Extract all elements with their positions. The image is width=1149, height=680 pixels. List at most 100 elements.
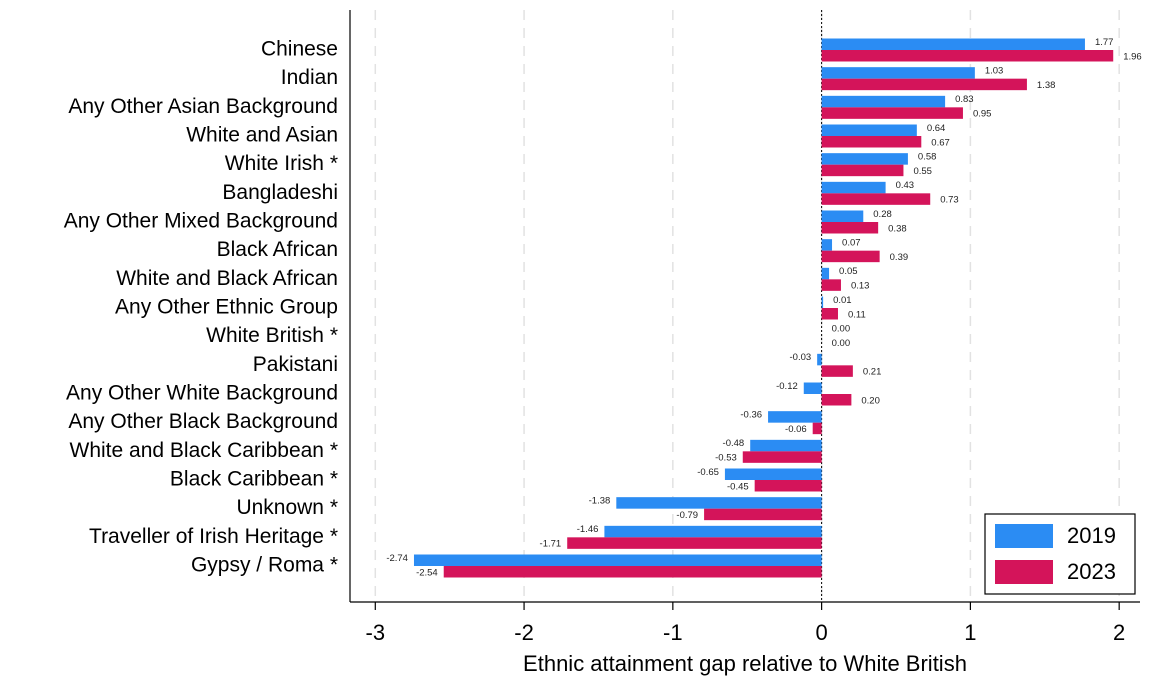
- y-tick-label: Traveller of Irish Heritage *: [89, 525, 338, 548]
- bar: [821, 210, 864, 222]
- value-label: 0.38: [888, 223, 907, 234]
- y-tick-label: Gypsy / Roma *: [191, 554, 338, 577]
- y-tick-label: Any Other Mixed Background: [64, 210, 338, 233]
- y-tick-label: White British *: [206, 324, 338, 347]
- value-label: 0.00: [832, 323, 851, 334]
- bar: [821, 67, 975, 79]
- value-label: -1.71: [540, 539, 562, 550]
- y-tick-label: Indian: [281, 66, 338, 89]
- value-label: 0.28: [873, 209, 892, 220]
- value-label: 1.77: [1095, 37, 1114, 48]
- bar: [817, 353, 822, 366]
- value-label: 0.11: [848, 309, 866, 320]
- bar: [616, 497, 822, 509]
- bar: [821, 124, 917, 136]
- bar: [821, 50, 1114, 62]
- y-tick-label: Pakistani: [253, 353, 338, 376]
- bar: [821, 181, 886, 194]
- x-tick-label: 0: [815, 620, 827, 645]
- bar: [567, 537, 822, 549]
- value-label: 0.55: [913, 166, 932, 177]
- x-axis-label: Ethnic attainment gap relative to White …: [523, 651, 967, 676]
- bar: [768, 411, 822, 423]
- x-tick-label: 2: [1113, 620, 1125, 645]
- value-label: 0.39: [890, 252, 909, 263]
- bar: [604, 525, 822, 538]
- bar: [742, 451, 822, 463]
- value-label: 0.73: [940, 195, 959, 206]
- bar: [704, 508, 822, 521]
- value-label: -0.45: [727, 481, 749, 492]
- y-tick-label: Chinese: [261, 38, 338, 61]
- value-label: -0.03: [790, 352, 812, 363]
- bar: [821, 95, 946, 108]
- legend-swatch: [995, 560, 1053, 584]
- value-label: 0.13: [851, 281, 870, 292]
- bar: [821, 250, 880, 263]
- value-label: -0.79: [676, 510, 698, 521]
- bar: [821, 308, 838, 320]
- bar: [821, 153, 908, 165]
- value-label: 0.01: [833, 295, 852, 306]
- value-label: -0.48: [723, 438, 745, 449]
- value-label: 0.64: [927, 123, 946, 134]
- bar: [724, 468, 822, 480]
- value-label: 0.20: [861, 395, 880, 406]
- y-tick-label: Any Other Black Background: [68, 410, 338, 433]
- value-label: -0.36: [740, 409, 762, 420]
- bar: [821, 38, 1085, 50]
- bar: [821, 296, 824, 308]
- value-label: -2.74: [386, 553, 408, 564]
- y-tick-label: Bangladeshi: [222, 181, 338, 204]
- bar: [812, 422, 822, 435]
- x-tick-label: -1: [663, 620, 683, 645]
- value-label: 1.38: [1037, 80, 1056, 91]
- bar: [821, 394, 852, 406]
- value-label: -2.54: [416, 567, 438, 578]
- bar: [821, 239, 833, 251]
- value-label: -1.46: [577, 524, 599, 535]
- y-tick-label: White and Black Caribbean *: [70, 439, 338, 462]
- y-tick-label: Unknown *: [236, 496, 338, 519]
- value-label: 0.67: [931, 137, 950, 148]
- value-label: 0.00: [832, 338, 851, 349]
- x-tick-label: -3: [366, 620, 386, 645]
- bar: [821, 193, 931, 205]
- x-tick-label: -2: [514, 620, 534, 645]
- value-label: 0.95: [973, 109, 992, 120]
- bar: [821, 136, 922, 148]
- value-label: -0.65: [697, 467, 719, 478]
- bar: [821, 107, 963, 119]
- value-label: 0.58: [918, 151, 937, 162]
- y-tick-label: White and Asian: [186, 124, 338, 147]
- x-tick-label: 1: [964, 620, 976, 645]
- value-label: 0.43: [896, 180, 915, 191]
- y-tick-label: Black African: [217, 238, 338, 261]
- y-tick-label: White and Black African: [116, 267, 338, 290]
- bar: [821, 222, 879, 234]
- value-label: 1.96: [1123, 51, 1142, 62]
- bar: [750, 439, 822, 452]
- y-tick-label: Any Other White Background: [66, 382, 338, 405]
- bar: [821, 279, 841, 291]
- bar: [413, 554, 822, 566]
- value-label: 0.07: [842, 237, 861, 248]
- legend-label: 2023: [1067, 559, 1116, 584]
- bar: [821, 164, 904, 177]
- value-label: 0.05: [839, 266, 858, 277]
- y-tick-label: Any Other Ethnic Group: [115, 296, 338, 319]
- bar: [821, 365, 853, 377]
- bar: [754, 480, 822, 492]
- value-label: -0.53: [715, 453, 737, 464]
- y-tick-label: Any Other Asian Background: [68, 95, 338, 118]
- bar: [821, 78, 1027, 91]
- value-label: -0.12: [776, 381, 798, 392]
- legend-label: 2019: [1067, 523, 1116, 548]
- bar: [821, 267, 830, 280]
- y-tick-label: Black Caribbean *: [170, 468, 338, 491]
- y-tick-label: White Irish *: [225, 152, 338, 175]
- bar: [443, 566, 822, 578]
- value-label: 1.03: [985, 65, 1004, 76]
- value-label: 0.21: [863, 367, 882, 378]
